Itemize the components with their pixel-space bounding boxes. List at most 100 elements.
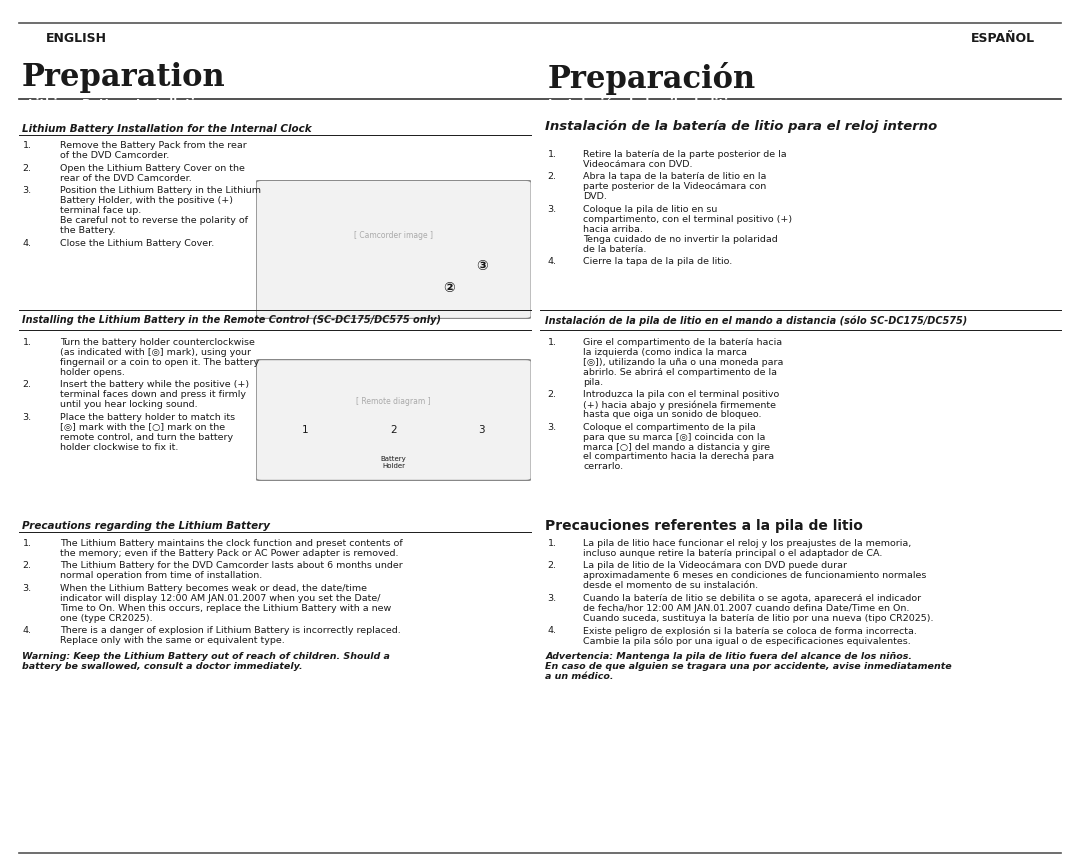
Text: terminal faces down and press it firmly: terminal faces down and press it firmly <box>60 390 246 399</box>
Text: Position the Lithium Battery in the Lithium: Position the Lithium Battery in the Lith… <box>60 186 261 195</box>
Text: 4.: 4. <box>23 238 31 248</box>
Text: Be careful not to reverse the polarity of: Be careful not to reverse the polarity o… <box>60 216 248 225</box>
Text: Installing the Lithium Battery in the Remote Control (SC-DC175/DC575 only): Installing the Lithium Battery in the Re… <box>22 315 441 326</box>
Text: When the Lithium Battery becomes weak or dead, the date/time: When the Lithium Battery becomes weak or… <box>60 584 367 592</box>
Text: Coloque el compartimento de la pila: Coloque el compartimento de la pila <box>583 423 756 431</box>
Text: Precautions regarding the Lithium Battery: Precautions regarding the Lithium Batter… <box>22 521 270 532</box>
Text: [ Camcorder image ]: [ Camcorder image ] <box>354 231 433 240</box>
Text: rear of the DVD Camcorder.: rear of the DVD Camcorder. <box>60 173 192 183</box>
Text: indicator will display 12:00 AM JAN.01.2007 when you set the Date/: indicator will display 12:00 AM JAN.01.2… <box>60 594 381 603</box>
Text: Instalación de la pila de litio: Instalación de la pila de litio <box>548 98 735 112</box>
Text: La pila de litio hace funcionar el reloj y los preajustes de la memoria,: La pila de litio hace funcionar el reloj… <box>583 539 912 547</box>
Text: holder opens.: holder opens. <box>60 367 125 377</box>
Text: 4.: 4. <box>548 626 556 635</box>
Text: 2.: 2. <box>548 561 556 570</box>
Text: one (type CR2025).: one (type CR2025). <box>60 614 153 623</box>
Text: Close the Lithium Battery Cover.: Close the Lithium Battery Cover. <box>60 238 215 248</box>
Text: 2.: 2. <box>548 172 556 181</box>
FancyBboxPatch shape <box>256 180 531 319</box>
Text: 4.: 4. <box>23 626 31 635</box>
Text: 3: 3 <box>478 424 485 435</box>
FancyBboxPatch shape <box>256 359 531 481</box>
Text: 2.: 2. <box>548 390 556 399</box>
Text: 3.: 3. <box>548 594 556 603</box>
Text: fingernail or a coin to open it. The battery: fingernail or a coin to open it. The bat… <box>60 358 259 366</box>
Text: 3.: 3. <box>548 204 556 214</box>
Text: 20: 20 <box>32 830 50 843</box>
Text: Battery Holder, with the positive (+): Battery Holder, with the positive (+) <box>60 196 233 205</box>
Text: DVD.: DVD. <box>583 192 607 201</box>
Text: 1.: 1. <box>548 539 556 547</box>
Text: 1.: 1. <box>548 150 556 158</box>
Text: Place the battery holder to match its: Place the battery holder to match its <box>60 412 235 422</box>
Text: Preparation: Preparation <box>22 62 226 94</box>
Text: parte posterior de la Videocámara con: parte posterior de la Videocámara con <box>583 182 767 191</box>
Text: Introduzca la pila con el terminal positivo: Introduzca la pila con el terminal posit… <box>583 390 780 399</box>
Text: para que su marca [◎] coincida con la: para que su marca [◎] coincida con la <box>583 432 766 442</box>
Text: 2.: 2. <box>23 380 31 389</box>
Text: Lithium Battery Installation: Lithium Battery Installation <box>28 98 212 112</box>
Text: There is a danger of explosion if Lithium Battery is incorrectly replaced.: There is a danger of explosion if Lithiu… <box>60 626 402 635</box>
Text: Warning: Keep the Lithium Battery out of reach of children. Should a: Warning: Keep the Lithium Battery out of… <box>22 652 390 661</box>
Text: ENGLISH: ENGLISH <box>45 31 107 45</box>
Text: ③: ③ <box>476 259 488 273</box>
Text: (as indicated with [◎] mark), using your: (as indicated with [◎] mark), using your <box>60 347 252 357</box>
Text: Cambie la pila sólo por una igual o de especificaciones equivalentes.: Cambie la pila sólo por una igual o de e… <box>583 637 910 645</box>
Text: el compartimento hacia la derecha para: el compartimento hacia la derecha para <box>583 452 774 462</box>
Text: Videocámara con DVD.: Videocámara con DVD. <box>583 160 692 169</box>
Text: marca [○] del mando a distancia y gire: marca [○] del mando a distancia y gire <box>583 443 770 451</box>
Text: Cuando suceda, sustituya la batería de litio por una nueva (tipo CR2025).: Cuando suceda, sustituya la batería de l… <box>583 614 934 623</box>
Text: battery be swallowed, consult a doctor immediately.: battery be swallowed, consult a doctor i… <box>22 662 302 671</box>
Text: [◎]), utilizando la uña o una moneda para: [◎]), utilizando la uña o una moneda par… <box>583 358 784 366</box>
Text: 2.: 2. <box>23 561 31 570</box>
Text: de fecha/hor 12:00 AM JAN.01.2007 cuando defina Date/Time en On.: de fecha/hor 12:00 AM JAN.01.2007 cuando… <box>583 604 909 612</box>
Text: of the DVD Camcorder.: of the DVD Camcorder. <box>60 151 170 160</box>
Text: 1.: 1. <box>23 539 31 547</box>
Text: the Battery.: the Battery. <box>60 226 116 235</box>
Text: Lithium Battery Installation for the Internal Clock: Lithium Battery Installation for the Int… <box>22 124 311 134</box>
Text: incluso aunque retire la batería principal o el adaptador de CA.: incluso aunque retire la batería princip… <box>583 549 882 558</box>
Text: 3.: 3. <box>548 423 556 431</box>
Text: 1.: 1. <box>548 338 556 346</box>
Text: Cierre la tapa de la pila de litio.: Cierre la tapa de la pila de litio. <box>583 257 732 266</box>
Text: de la batería.: de la batería. <box>583 244 647 254</box>
Text: [◎] mark with the [○] mark on the: [◎] mark with the [○] mark on the <box>60 423 226 431</box>
Text: desde el momento de su instalación.: desde el momento de su instalación. <box>583 581 758 590</box>
Text: 3.: 3. <box>23 584 31 592</box>
Text: La pila de litio de la Videocámara con DVD puede durar: La pila de litio de la Videocámara con D… <box>583 561 847 570</box>
Text: Coloque la pila de litio en su: Coloque la pila de litio en su <box>583 204 717 214</box>
Text: Turn the battery holder counterclockwise: Turn the battery holder counterclockwise <box>60 338 255 346</box>
Text: Instalación de la batería de litio para el reloj interno: Instalación de la batería de litio para … <box>545 120 937 132</box>
Text: Existe peligro de explosión si la batería se coloca de forma incorrecta.: Existe peligro de explosión si la baterí… <box>583 626 917 636</box>
Text: Cuando la batería de litio se debilita o se agota, aparecerá el indicador: Cuando la batería de litio se debilita o… <box>583 594 921 603</box>
Text: Open the Lithium Battery Cover on the: Open the Lithium Battery Cover on the <box>60 164 245 172</box>
Text: ②: ② <box>443 281 455 295</box>
Text: Advertencia: Mantenga la pila de litio fuera del alcance de los niños.: Advertencia: Mantenga la pila de litio f… <box>545 652 913 661</box>
Text: ESPAÑOL: ESPAÑOL <box>971 31 1035 45</box>
Text: holder clockwise to fix it.: holder clockwise to fix it. <box>60 443 179 451</box>
Text: until you hear locking sound.: until you hear locking sound. <box>60 400 198 409</box>
Text: 3.: 3. <box>23 412 31 422</box>
Text: En caso de que alguien se tragara una por accidente, avise inmediatamente: En caso de que alguien se tragara una po… <box>545 662 953 671</box>
Text: normal operation from time of installation.: normal operation from time of installati… <box>60 572 262 580</box>
Text: a un médico.: a un médico. <box>545 672 613 681</box>
Text: 2.: 2. <box>23 164 31 172</box>
Text: the memory; even if the Battery Pack or AC Power adapter is removed.: the memory; even if the Battery Pack or … <box>60 549 399 558</box>
Text: 2: 2 <box>390 424 397 435</box>
Text: Insert the battery while the positive (+): Insert the battery while the positive (+… <box>60 380 249 389</box>
Text: terminal face up.: terminal face up. <box>60 206 141 215</box>
Text: Time to On. When this occurs, replace the Lithium Battery with a new: Time to On. When this occurs, replace th… <box>60 604 392 612</box>
Text: 3.: 3. <box>23 186 31 195</box>
Text: 1: 1 <box>302 424 309 435</box>
Text: 1.: 1. <box>23 141 31 150</box>
Text: Preparación: Preparación <box>548 62 756 95</box>
Text: Remove the Battery Pack from the rear: Remove the Battery Pack from the rear <box>60 141 247 150</box>
Text: The Lithium Battery maintains the clock function and preset contents of: The Lithium Battery maintains the clock … <box>60 539 403 547</box>
Text: cerrarlo.: cerrarlo. <box>583 462 623 471</box>
Text: 1.: 1. <box>23 338 31 346</box>
Text: Gire el compartimento de la batería hacia: Gire el compartimento de la batería haci… <box>583 338 782 346</box>
Text: Instalación de la pila de litio en el mando a distancia (sólo SC-DC175/DC575): Instalación de la pila de litio en el ma… <box>545 315 968 326</box>
Text: (+) hacia abajo y presiónela firmemente: (+) hacia abajo y presiónela firmemente <box>583 400 777 410</box>
Text: The Lithium Battery for the DVD Camcorder lasts about 6 months under: The Lithium Battery for the DVD Camcorde… <box>60 561 403 570</box>
Text: remote control, and turn the battery: remote control, and turn the battery <box>60 432 233 442</box>
